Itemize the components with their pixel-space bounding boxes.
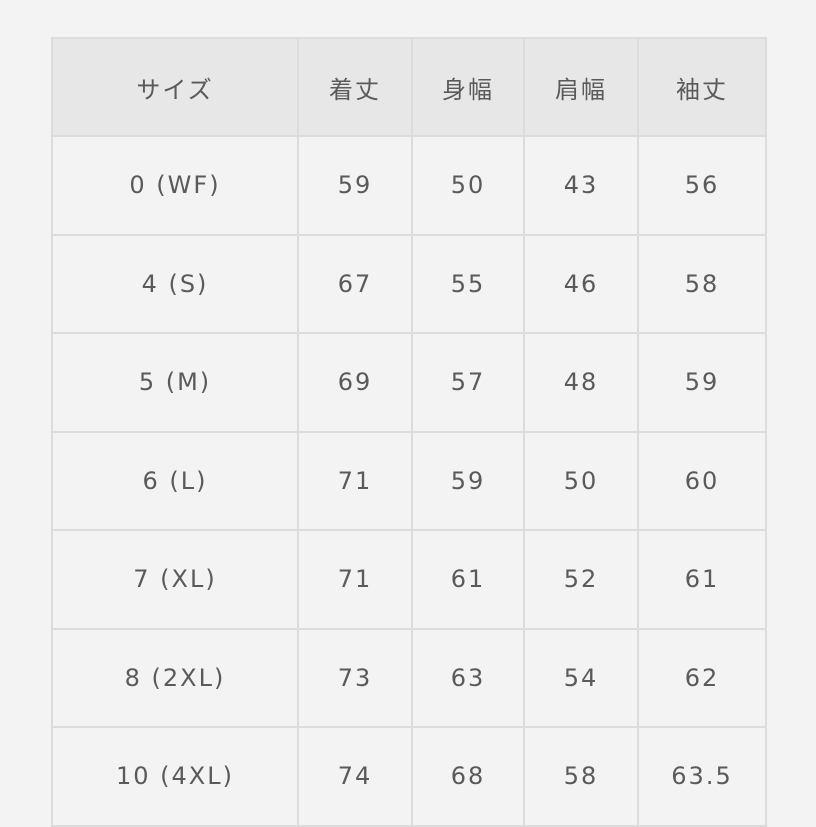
measurement-cell: 48	[523, 332, 639, 433]
measurement-cell: 71	[297, 430, 413, 531]
table-row: 4 (S) 67 55 46 58	[51, 233, 767, 334]
table-row: 10 (4XL) 74 68 58 63.5	[51, 726, 767, 827]
table-row: 0 (WF) 59 50 43 56	[51, 135, 767, 236]
measurement-cell: 58	[637, 233, 767, 334]
table-row: 7 (XL) 71 61 52 61	[51, 529, 767, 630]
size-chart-table: サイズ 着丈 身幅 肩幅 袖丈 0 (WF) 59 50 43 56 4 (S) 67 55 46 58 5…	[51, 37, 767, 827]
measurement-cell: 55	[411, 233, 525, 334]
table-row: 5 (M) 69 57 48 59	[51, 332, 767, 433]
measurement-cell: 50	[523, 430, 639, 531]
size-cell: 10 (4XL)	[51, 726, 299, 827]
size-cell: 5 (M)	[51, 332, 299, 433]
measurement-cell: 59	[297, 135, 413, 236]
measurement-cell: 62	[637, 627, 767, 728]
column-header: 着丈	[297, 37, 413, 137]
measurement-cell: 59	[411, 430, 525, 531]
measurement-cell: 61	[411, 529, 525, 630]
measurement-cell: 69	[297, 332, 413, 433]
column-header: サイズ	[51, 37, 299, 137]
header-row: サイズ 着丈 身幅 肩幅 袖丈	[51, 37, 767, 137]
measurement-cell: 60	[637, 430, 767, 531]
measurement-cell: 57	[411, 332, 525, 433]
measurement-cell: 63	[411, 627, 525, 728]
table-row: 6 (L) 71 59 50 60	[51, 430, 767, 531]
measurement-cell: 63.5	[637, 726, 767, 827]
measurement-cell: 71	[297, 529, 413, 630]
measurement-cell: 50	[411, 135, 525, 236]
column-header: 肩幅	[523, 37, 639, 137]
column-header: 袖丈	[637, 37, 767, 137]
measurement-cell: 56	[637, 135, 767, 236]
measurement-cell: 68	[411, 726, 525, 827]
measurement-cell: 74	[297, 726, 413, 827]
measurement-cell: 59	[637, 332, 767, 433]
size-cell: 0 (WF)	[51, 135, 299, 236]
measurement-cell: 61	[637, 529, 767, 630]
measurement-cell: 58	[523, 726, 639, 827]
measurement-cell: 46	[523, 233, 639, 334]
measurement-cell: 43	[523, 135, 639, 236]
size-cell: 4 (S)	[51, 233, 299, 334]
measurement-cell: 54	[523, 627, 639, 728]
size-cell: 6 (L)	[51, 430, 299, 531]
measurement-cell: 73	[297, 627, 413, 728]
size-cell: 8 (2XL)	[51, 627, 299, 728]
column-header: 身幅	[411, 37, 525, 137]
table-row: 8 (2XL) 73 63 54 62	[51, 627, 767, 728]
measurement-cell: 52	[523, 529, 639, 630]
measurement-cell: 67	[297, 233, 413, 334]
size-cell: 7 (XL)	[51, 529, 299, 630]
